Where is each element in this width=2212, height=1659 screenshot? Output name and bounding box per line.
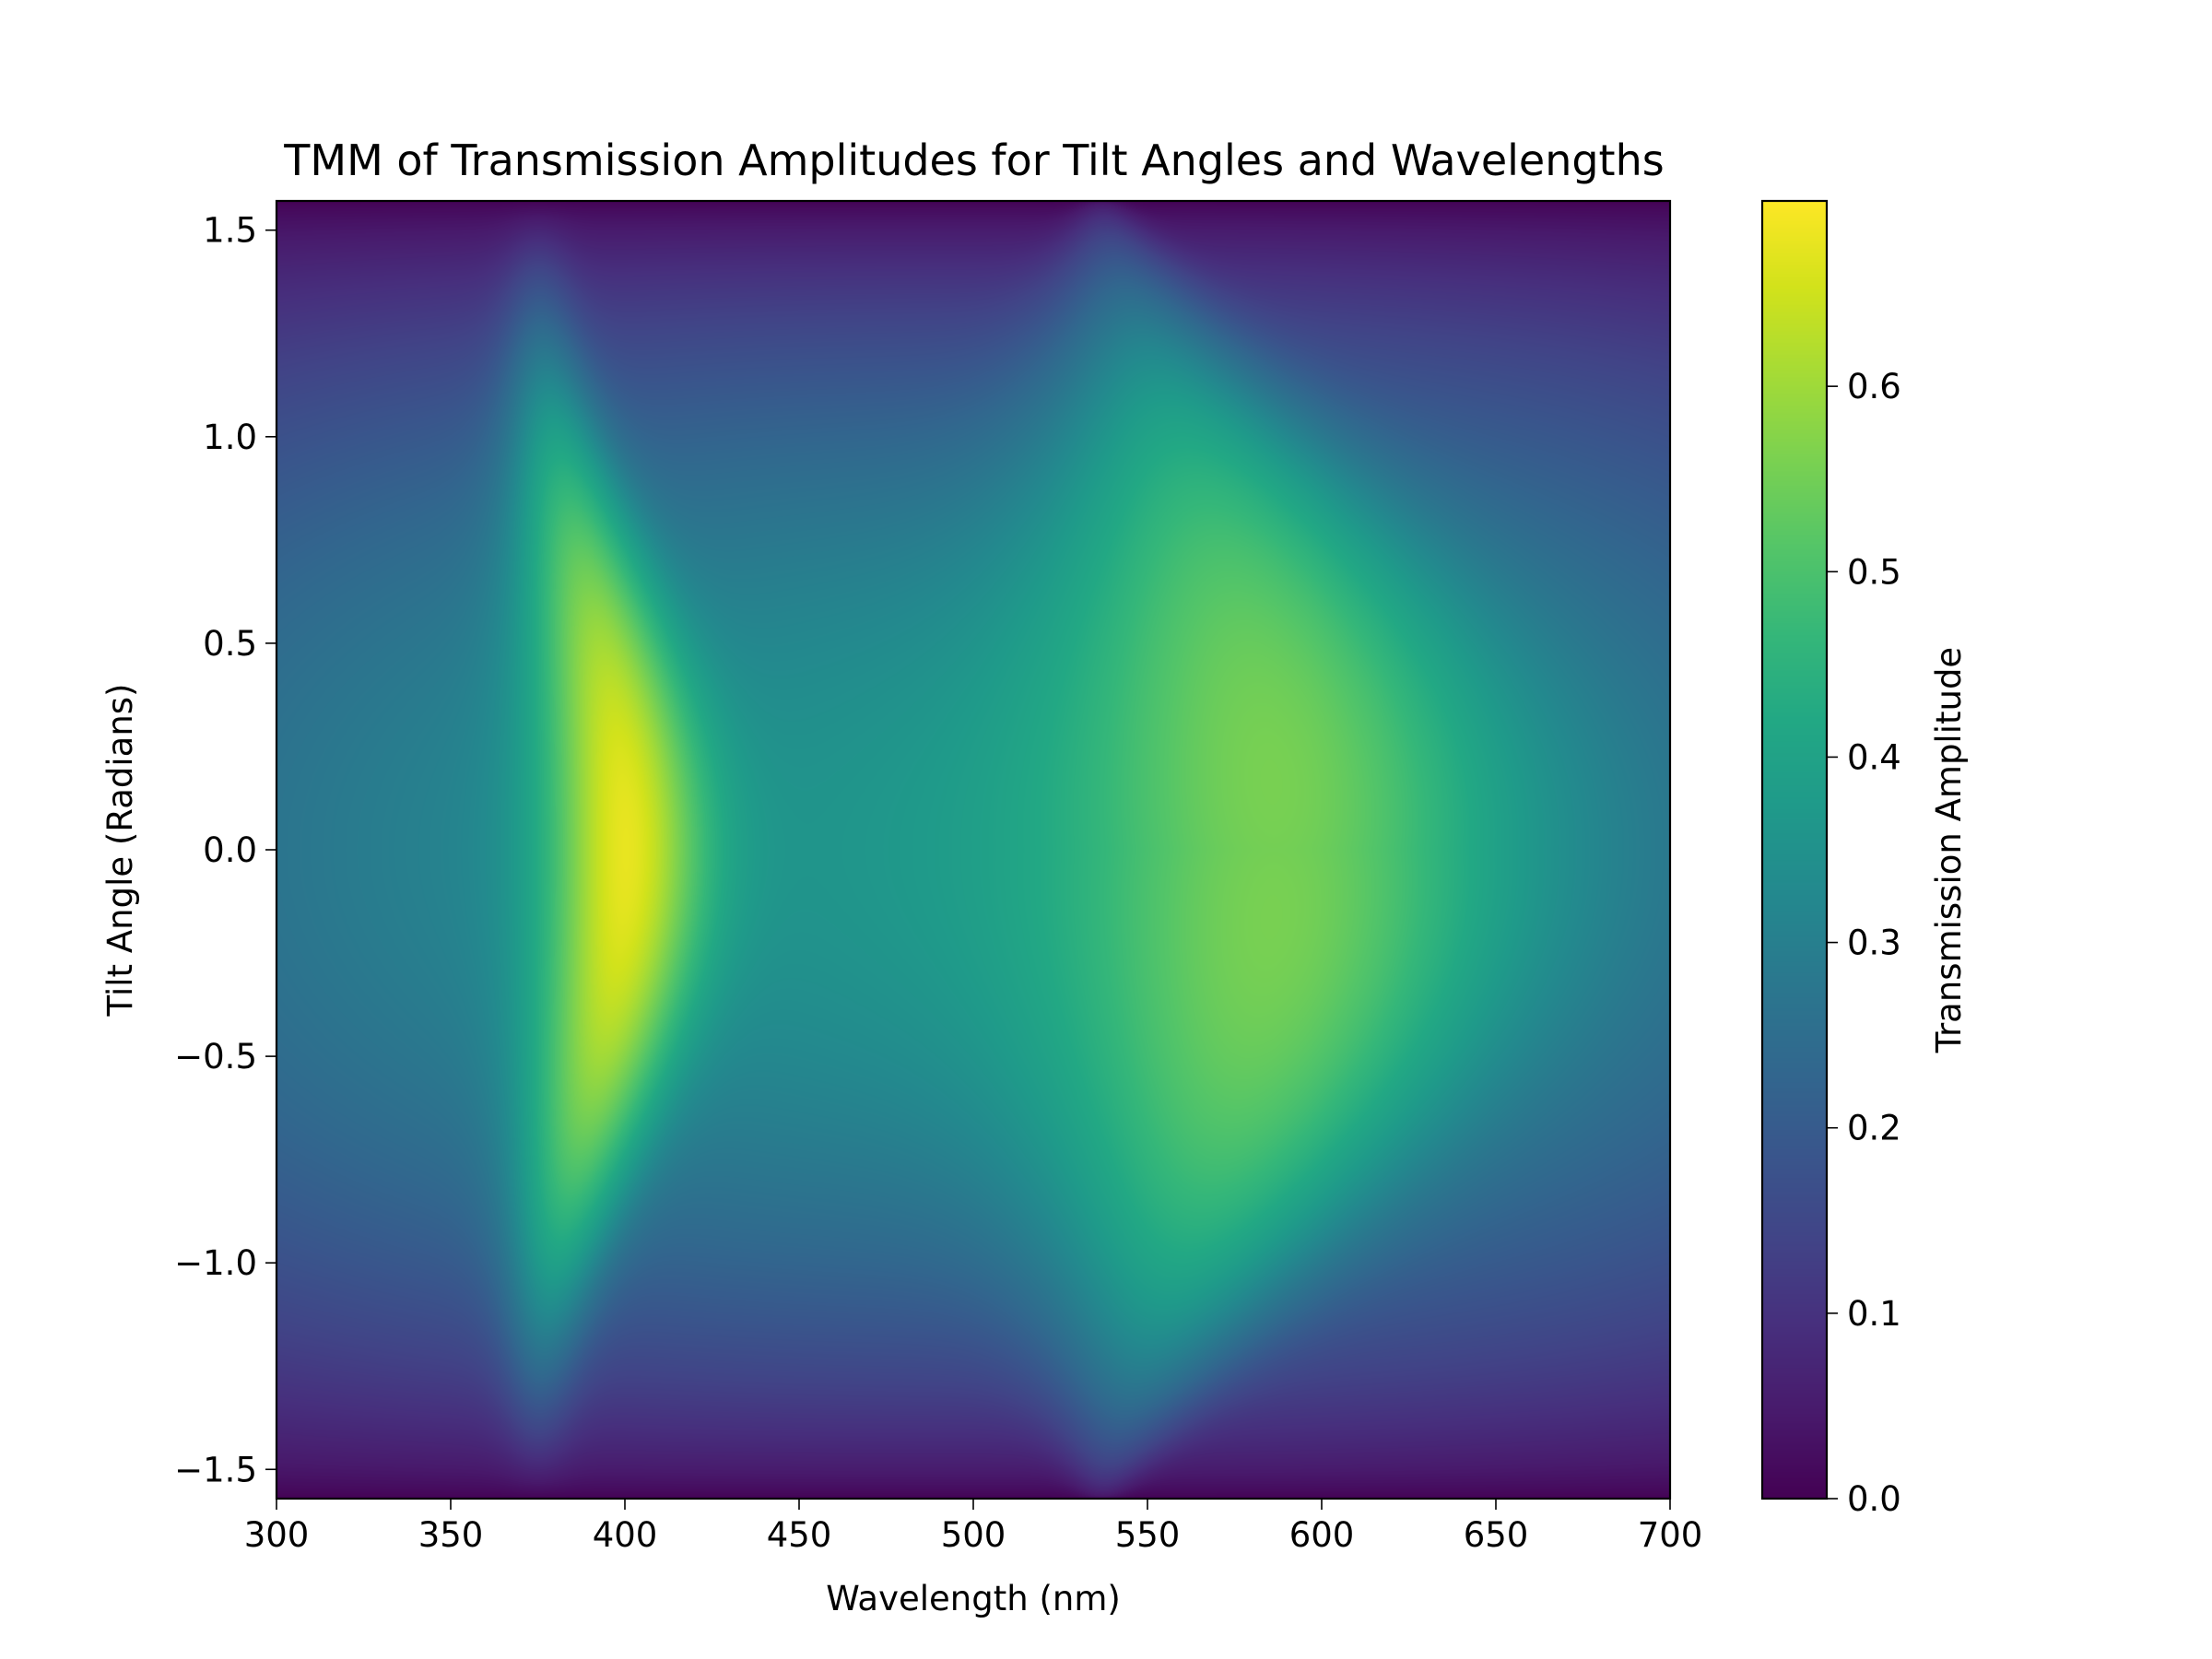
colorbar-tick-label: 0.0: [1847, 1479, 1901, 1519]
chart-title: TMM of Transmission Amplitudes for Tilt …: [283, 135, 1664, 185]
x-tick-label: 550: [1115, 1515, 1181, 1555]
y-tick-label: −0.5: [174, 1037, 257, 1077]
colorbar-tick-label: 0.2: [1847, 1109, 1901, 1148]
x-tick-label: 600: [1289, 1515, 1355, 1555]
x-tick-label: 650: [1464, 1515, 1529, 1555]
colorbar-gradient: [1762, 201, 1827, 1499]
y-tick-label: 1.5: [203, 211, 257, 251]
colorbar-tick-label: 0.5: [1847, 552, 1901, 592]
y-axis-label: Tilt Angle (Radians): [100, 684, 140, 1018]
colorbar-tick-label: 0.1: [1847, 1294, 1901, 1334]
x-tick-label: 700: [1638, 1515, 1703, 1555]
y-tick-label: 0.5: [203, 624, 257, 664]
x-tick-label: 450: [767, 1515, 832, 1555]
colorbar-tick-label: 0.6: [1847, 367, 1901, 406]
colorbar-ticks: 0.0 0.1 0.2 0.3 0.4 0.5 0.6: [1827, 367, 1901, 1519]
x-axis: 300 350 400 450 500 550 600 650 700: [244, 1499, 1703, 1555]
x-tick-label: 300: [244, 1515, 310, 1555]
heatmap-image: [276, 201, 1670, 1499]
colorbar-tick-label: 0.3: [1847, 924, 1901, 963]
plot-area: [275, 199, 1672, 1500]
colorbar-gradient-wrapper: [1762, 201, 1827, 1499]
y-tick-label: −1.5: [174, 1450, 257, 1489]
x-tick-label: 400: [593, 1515, 658, 1555]
colorbar: 0.0 0.1 0.2 0.3 0.4 0.5 0.6: [1760, 199, 1901, 1519]
x-tick-label: 500: [941, 1515, 1006, 1555]
y-tick-label: −1.0: [174, 1243, 257, 1283]
y-tick-label: 0.0: [203, 830, 257, 870]
y-tick-label: 1.0: [203, 418, 257, 457]
colorbar-label: Transmission Amplitude: [1929, 647, 1969, 1053]
y-axis: −1.5 −1.0 −0.5 0.0 0.5 1.0 1.5: [174, 211, 276, 1489]
heatmap-image-wrapper: [276, 201, 1670, 1499]
colorbar-tick-label: 0.4: [1847, 737, 1901, 777]
x-axis-label: Wavelength (nm): [826, 1579, 1121, 1618]
colorbar-frame: [1760, 199, 1829, 1500]
x-tick-label: 350: [418, 1515, 484, 1555]
